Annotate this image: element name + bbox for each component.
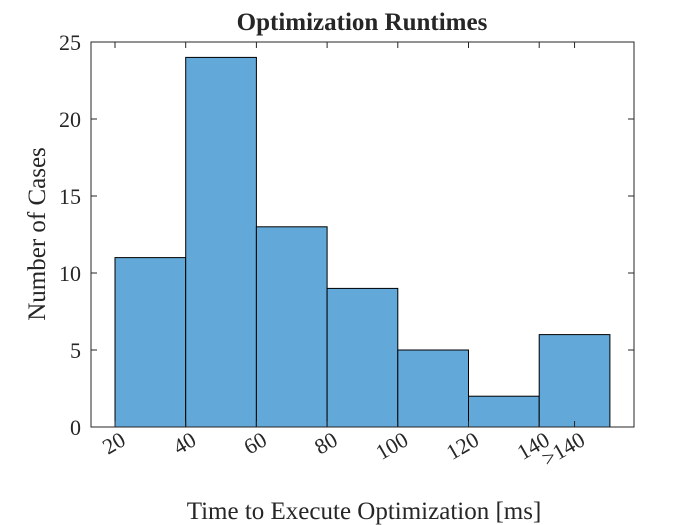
bar-100-120 — [397, 349, 469, 428]
x-tick-label-4: 100 — [371, 427, 412, 465]
bar->140 — [538, 334, 611, 428]
x-axis-label: Time to Execute Optimization [ms] — [187, 498, 542, 525]
bar-40-60 — [185, 56, 257, 428]
x-tick-label-2: 60 — [239, 427, 271, 460]
y-axis: 0 5 10 15 20 25 — [59, 30, 634, 440]
y-tick-label-0: 0 — [70, 415, 81, 440]
y-tick-label-5: 5 — [70, 338, 81, 363]
x-tick-label-0: 20 — [98, 427, 130, 460]
x-tick-label-3: 80 — [310, 427, 342, 460]
x-tick-label-5: 120 — [442, 427, 483, 465]
y-axis-label: Number of Cases — [24, 147, 51, 321]
y-tick-label-15: 15 — [59, 184, 81, 209]
y-tick-label-25: 25 — [59, 30, 81, 55]
bar-60-80 — [255, 226, 328, 428]
bar-80-100 — [326, 287, 399, 428]
plot-box — [90, 41, 635, 428]
chart-title: Optimization Runtimes — [237, 9, 488, 36]
bar-20-40 — [114, 257, 187, 428]
bar-120-140 — [468, 395, 540, 428]
y-tick-label-10: 10 — [59, 261, 81, 286]
y-tick-label-20: 20 — [59, 107, 81, 132]
x-tick-label-1: 40 — [169, 427, 201, 460]
bars-group — [114, 56, 611, 428]
